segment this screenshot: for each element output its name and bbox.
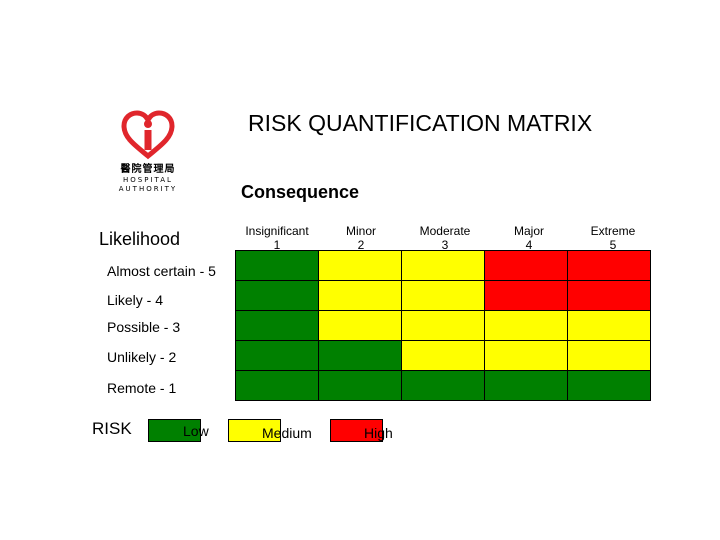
- legend-swatch-high: [330, 419, 383, 442]
- matrix-cell-low: [401, 370, 485, 401]
- column-score: 2: [357, 238, 365, 252]
- matrix-cell-high: [484, 250, 568, 281]
- matrix-row: [235, 340, 651, 371]
- legend-label-medium: Medium: [262, 425, 312, 441]
- matrix-row: [235, 250, 651, 281]
- risk-matrix-grid: [235, 250, 651, 401]
- row-label-unlikely: Unlikely - 2: [107, 349, 177, 365]
- matrix-cell-medium: [567, 310, 651, 341]
- column-header-major: Major 4: [489, 224, 569, 252]
- logo-english-line-2: AUTHORITY: [118, 185, 178, 193]
- heart-logo-icon: [121, 110, 175, 160]
- legend-swatch-low: [148, 419, 201, 442]
- logo-chinese-text: 醫院管理局: [120, 164, 176, 175]
- matrix-cell-medium: [484, 340, 568, 371]
- column-score: 1: [273, 238, 281, 252]
- column-name: Moderate: [419, 224, 471, 238]
- matrix-cell-medium: [567, 340, 651, 371]
- likelihood-heading: Likelihood: [99, 229, 181, 249]
- matrix-cell-low: [567, 370, 651, 401]
- column-score: 4: [525, 238, 533, 252]
- matrix-cell-medium: [401, 310, 485, 341]
- matrix-row: [235, 280, 651, 311]
- column-header-moderate: Moderate 3: [405, 224, 485, 252]
- matrix-cell-medium: [318, 250, 402, 281]
- row-label-possible: Possible - 3: [107, 319, 181, 335]
- row-label-remote: Remote - 1: [107, 380, 177, 396]
- matrix-cell-high: [484, 280, 568, 311]
- column-name: Extreme: [590, 224, 636, 238]
- matrix-cell-medium: [484, 310, 568, 341]
- matrix-row: [235, 370, 651, 401]
- row-label-almost-certain: Almost certain - 5: [107, 263, 216, 279]
- matrix-cell-medium: [318, 310, 402, 341]
- column-name: Insignificant: [245, 224, 309, 238]
- legend-swatch-medium: [228, 419, 281, 442]
- matrix-cell-high: [567, 280, 651, 311]
- matrix-cell-medium: [401, 280, 485, 311]
- column-score: 3: [441, 238, 449, 252]
- row-label-likely: Likely - 4: [107, 292, 164, 308]
- matrix-row: [235, 310, 651, 341]
- matrix-cell-low: [235, 250, 319, 281]
- matrix-cell-low: [235, 340, 319, 371]
- column-score: 5: [609, 238, 617, 252]
- column-header-minor: Minor 2: [321, 224, 401, 252]
- logo-english-line-1: HOSPITAL: [123, 176, 173, 184]
- matrix-cell-low: [235, 310, 319, 341]
- column-header-extreme: Extreme 5: [573, 224, 653, 252]
- matrix-cell-high: [567, 250, 651, 281]
- hospital-authority-logo: 醫院管理局 HOSPITAL AUTHORITY: [112, 108, 184, 194]
- matrix-cell-low: [235, 370, 319, 401]
- matrix-cell-low: [318, 370, 402, 401]
- page-title: RISK QUANTIFICATION MATRIX: [248, 110, 593, 136]
- column-name: Minor: [345, 224, 376, 238]
- matrix-cell-low: [235, 280, 319, 311]
- matrix-cell-low: [318, 340, 402, 371]
- legend-title: RISK: [92, 419, 132, 438]
- matrix-cell-medium: [401, 250, 485, 281]
- legend-label-low: Low: [183, 423, 209, 439]
- column-name: Major: [513, 224, 544, 238]
- matrix-cell-low: [484, 370, 568, 401]
- legend-label-high: High: [364, 425, 393, 441]
- matrix-cell-medium: [318, 280, 402, 311]
- column-header-insignificant: Insignificant 1: [237, 224, 317, 252]
- consequence-heading: Consequence: [241, 182, 360, 202]
- matrix-cell-medium: [401, 340, 485, 371]
